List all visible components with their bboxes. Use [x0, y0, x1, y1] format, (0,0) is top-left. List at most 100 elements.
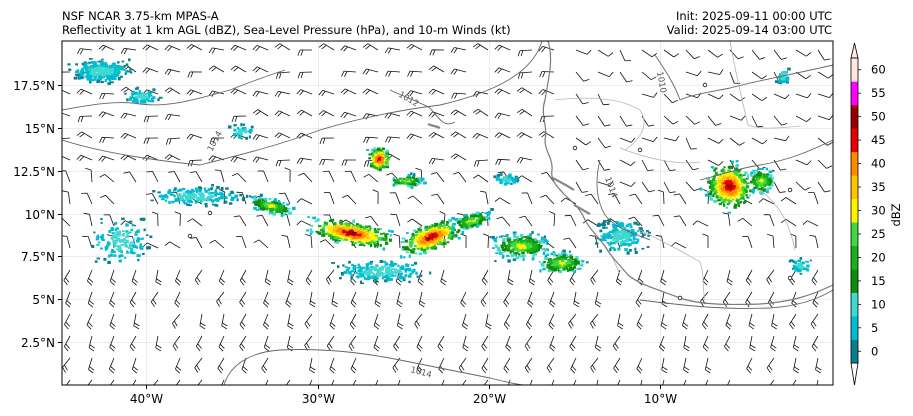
wind-barb: [252, 156, 269, 163]
wind-barb: [120, 47, 137, 55]
echo-pixel: [472, 220, 476, 223]
echo-pixel: [105, 65, 108, 68]
echo-pixel: [767, 178, 772, 181]
echo-pixel: [504, 248, 508, 252]
echo-pixel: [548, 262, 552, 266]
wind-barb: [236, 236, 247, 249]
echo-pixel: [531, 243, 535, 247]
echo-pixel: [467, 221, 472, 225]
wind-barb: [462, 379, 467, 385]
wind-barb: [685, 49, 700, 60]
echo-pixel: [172, 189, 177, 192]
echo-pixel: [768, 170, 773, 174]
echo-pixel: [109, 71, 114, 75]
echo-pixel: [368, 273, 371, 276]
echo-pixel: [495, 252, 499, 255]
echo-pixel: [486, 211, 489, 215]
echo-pixel: [365, 277, 370, 281]
wind-barb: [309, 291, 316, 308]
wind-barb: [62, 235, 71, 249]
wind-barb: [751, 93, 768, 102]
echo-pixel: [177, 199, 181, 202]
echo-pixel: [793, 266, 797, 269]
wind-barb: [406, 43, 423, 51]
echo-pixel: [805, 268, 810, 272]
echo-pixel: [268, 211, 272, 215]
echo-pixel: [114, 234, 117, 238]
echo-pixel: [540, 263, 544, 266]
echo-pixel: [98, 65, 102, 68]
echo-pixel: [562, 262, 567, 265]
echo-pixel: [403, 256, 406, 259]
echo-pixel: [100, 71, 105, 74]
echo-pixel: [524, 249, 529, 252]
wind-barb: [252, 109, 269, 117]
echo-pixel: [633, 235, 636, 239]
echo-pixel: [744, 200, 747, 204]
wind-barb: [406, 133, 423, 140]
echo-pixel: [735, 181, 739, 184]
echo-pixel: [384, 270, 389, 274]
echo-pixel: [381, 157, 385, 160]
echo-pixel: [131, 223, 135, 227]
echo-pixel: [331, 262, 335, 264]
echo-pixel: [333, 236, 337, 239]
echo-pixel: [491, 235, 495, 240]
wind-barb: [86, 313, 93, 330]
echo-pixel: [103, 257, 107, 261]
echo-pixel: [385, 162, 389, 165]
colorbar-tick-label: 45: [871, 133, 886, 147]
echo-pixel: [733, 197, 737, 201]
echo-pixel: [117, 61, 120, 64]
echo-pixel: [767, 187, 771, 191]
wind-barb: [597, 115, 611, 127]
echo-pixel: [739, 185, 742, 189]
echo-pixel: [111, 74, 115, 78]
echo-pixel: [433, 234, 437, 238]
echo-pixel: [383, 232, 386, 235]
echo-pixel: [444, 226, 449, 229]
echo-pixel: [789, 259, 794, 262]
echo-pixel: [439, 234, 443, 238]
wind-barb: [253, 239, 269, 249]
echo-pixel: [529, 251, 534, 255]
echo-pixel: [283, 207, 288, 210]
echo-pixel: [258, 207, 261, 211]
lat-label: 10°N: [25, 208, 55, 222]
echo-pixel: [157, 191, 161, 194]
echo-pixel: [104, 79, 107, 83]
echo-pixel: [378, 166, 383, 168]
echo-pixel: [224, 200, 228, 204]
echo-pixel: [129, 250, 134, 254]
echo-pixel: [134, 92, 138, 95]
echo-pixel: [624, 248, 628, 252]
echo-pixel: [794, 269, 798, 272]
echo-pixel: [97, 68, 101, 70]
wind-barb: [662, 379, 665, 385]
wind-barb: [264, 269, 272, 286]
echo-pixel: [112, 229, 115, 231]
wind-barb: [274, 43, 291, 51]
echo-pixel: [604, 239, 607, 242]
wind-barb: [811, 335, 819, 352]
echo-pixel: [339, 231, 342, 235]
echo-pixel: [633, 221, 637, 225]
echo-pixel: [377, 237, 382, 240]
echo-pixel: [613, 232, 617, 236]
echo-pixel: [475, 214, 479, 218]
wind-barb: [597, 71, 614, 77]
wind-barb: [472, 43, 489, 51]
echo-pixel: [416, 178, 419, 182]
echo-pixel: [354, 238, 358, 242]
echo-pixel: [526, 239, 530, 242]
echo-pixel: [75, 70, 79, 74]
echo-pixel: [350, 273, 353, 277]
echo-pixel: [569, 255, 573, 259]
echo-pixel: [373, 165, 376, 169]
echo-pixel: [104, 247, 108, 251]
echo-pixel: [104, 65, 107, 68]
echo-pixel: [145, 98, 149, 100]
echo-pixel: [96, 244, 100, 246]
echo-pixel: [359, 224, 362, 227]
wind-barb: [218, 335, 225, 352]
